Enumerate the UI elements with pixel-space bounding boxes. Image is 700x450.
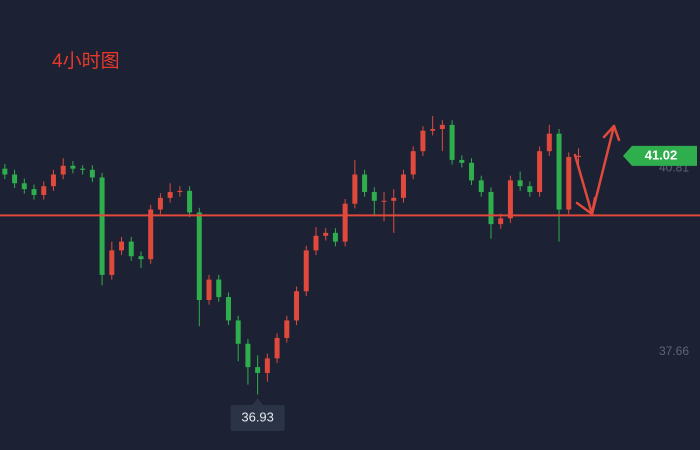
candle-body (488, 192, 494, 225)
candle-body (294, 291, 300, 321)
candle-body (323, 232, 329, 236)
candle-body (342, 203, 348, 242)
candle-body (430, 128, 436, 131)
candle-body (148, 209, 154, 260)
candle-body (157, 197, 163, 210)
candle-body (391, 197, 397, 201)
candle-body (216, 279, 222, 298)
candle-body (517, 180, 523, 187)
low-pointer (251, 398, 264, 406)
candle-body (167, 192, 173, 198)
candle-body (527, 186, 533, 193)
candle-body (138, 256, 144, 260)
candle-body (41, 186, 47, 195)
candle-body (371, 192, 377, 201)
candle-body (439, 124, 445, 129)
candle-body (469, 162, 475, 181)
arrow-head (602, 124, 621, 142)
candle-body (284, 320, 290, 338)
last-price-badge (623, 145, 697, 166)
candle-body (264, 358, 270, 373)
candle-body (546, 133, 552, 152)
candle-body (225, 297, 231, 321)
candle-body (459, 159, 465, 163)
forecast-arrow (573, 124, 621, 216)
candle-body (99, 177, 105, 275)
arrow-head (575, 196, 597, 216)
candle-body (119, 241, 125, 251)
candle-body (177, 190, 183, 193)
candle-body (2, 168, 8, 175)
candle-body (50, 174, 56, 187)
candle-body (449, 124, 455, 160)
candle-body (21, 183, 27, 190)
candle-body (478, 180, 484, 193)
candle-body (400, 174, 406, 198)
candle-body (70, 165, 76, 169)
candle-body (89, 169, 95, 178)
candle-body (60, 165, 66, 175)
candle-body (420, 130, 426, 152)
low-label: 36.93 (241, 409, 274, 424)
candle-body (498, 218, 504, 225)
candle-body (556, 133, 562, 210)
low-badge (230, 405, 285, 431)
candle-body (566, 157, 572, 210)
candle-body (80, 168, 86, 170)
candle-body (128, 241, 134, 257)
candle-body (187, 190, 193, 213)
candle-body (575, 155, 581, 158)
candle-body (332, 232, 338, 242)
candle-body (303, 250, 309, 292)
candle-body (255, 367, 261, 373)
candle-body (109, 250, 115, 275)
candle-body (381, 200, 387, 202)
candle-body (352, 174, 358, 204)
candle-body (362, 174, 368, 193)
candle-body (235, 320, 241, 344)
last-price-label: 41.02 (645, 147, 678, 162)
chart-title: 4小时图 (52, 50, 120, 72)
candle-body (31, 189, 37, 195)
y-tick-label: 37.66 (659, 344, 689, 358)
candle-body (274, 337, 280, 359)
candle-body (410, 151, 416, 175)
candle-body (313, 235, 319, 251)
candle-body (537, 151, 543, 193)
candle-body (507, 180, 513, 219)
candle-body (196, 212, 202, 300)
candle-body (206, 279, 212, 300)
candle-body (245, 343, 251, 368)
candle-body (12, 174, 18, 184)
